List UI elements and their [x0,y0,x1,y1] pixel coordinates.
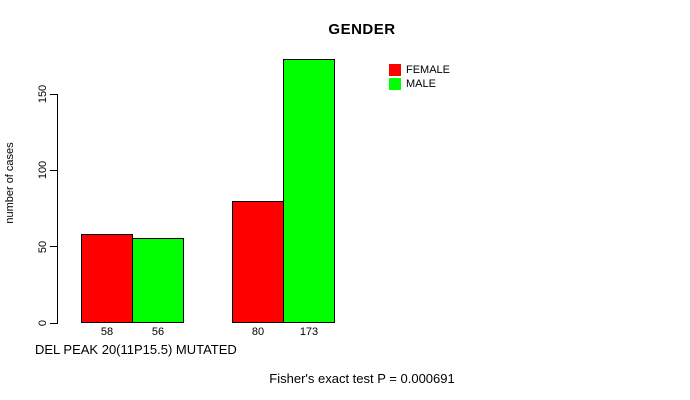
y-tick-label: 0 [37,319,49,327]
legend-label: FEMALE [406,64,451,76]
legend-label: MALE [406,78,436,90]
y-tick-mark [50,322,57,324]
bar-male-group1 [132,237,184,323]
bar-female-group2 [232,200,284,323]
bar-value-label: 56 [151,326,165,338]
legend-item-male: MALE [389,78,450,90]
bar-female-group1 [81,234,133,323]
y-tick-mark [50,169,57,171]
bar-value-label: 173 [299,326,319,338]
y-tick-mark [50,93,57,95]
y-tick-mark [50,246,57,248]
x-axis-title: DEL PEAK 20(11P15.5) MUTATED [35,342,237,357]
fisher-test-annotation: Fisher's exact test P = 0.000691 [269,371,455,386]
legend-swatch-male [389,78,401,90]
legend-item-female: FEMALE [389,64,450,76]
bar-male-group2 [283,58,335,323]
legend: FEMALE MALE [389,64,450,90]
y-axis-title: number of cases [4,142,16,224]
y-tick-label: 150 [37,84,49,104]
y-tick-label: 100 [37,161,49,180]
legend-swatch-female [389,64,401,76]
bar-value-label: 80 [251,326,265,338]
y-axis-line [57,94,58,324]
y-tick-label: 50 [37,240,49,253]
chart-title: GENDER [328,21,396,38]
bar-value-label: 58 [100,326,114,338]
